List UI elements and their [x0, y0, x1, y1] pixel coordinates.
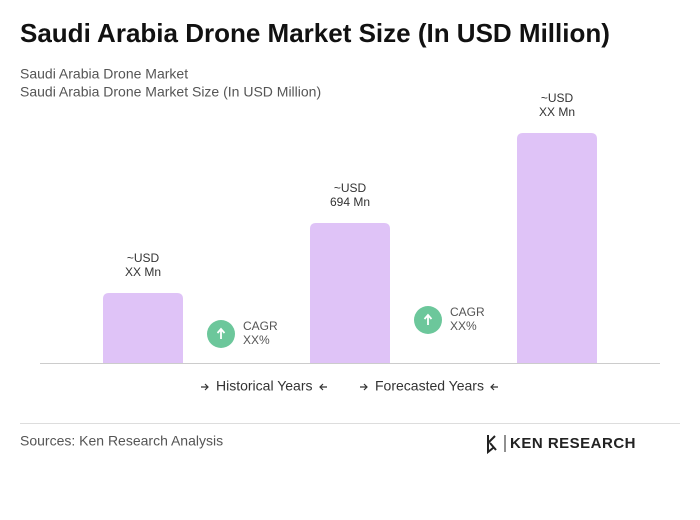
value-label: ~USD: [541, 91, 574, 105]
value-label: ~USD: [334, 181, 367, 195]
subtitle: Saudi Arabia Drone Market Size (In USD M…: [20, 84, 321, 100]
chart-title: Saudi Arabia Drone Market Size (In USD M…: [20, 18, 610, 48]
logo-icon: [487, 435, 506, 455]
cagr-value: XX%: [243, 333, 270, 347]
bar: [103, 292, 183, 363]
logo-text: KEN RESEARCH: [510, 435, 636, 452]
bar: [517, 133, 597, 363]
value-label: XX Mn: [125, 265, 161, 279]
legend-arrows: [201, 383, 498, 391]
period-label: Forecasted Years: [375, 378, 484, 394]
cagr-label: CAGR: [243, 319, 278, 333]
cagr-value: XX%: [450, 319, 477, 333]
value-label: ~USD: [127, 251, 160, 265]
cagr-arrow: [423, 313, 433, 325]
cagr-label: CAGR: [450, 305, 485, 319]
cagr-arrow: [216, 327, 226, 339]
value-label: 694 Mn: [330, 195, 370, 209]
subtitle: Saudi Arabia Drone Market: [20, 66, 188, 82]
source: Sources: Ken Research Analysis: [20, 433, 223, 449]
value-label: XX Mn: [539, 105, 575, 119]
period-label: Historical Years: [216, 378, 313, 394]
bar: [310, 222, 390, 363]
